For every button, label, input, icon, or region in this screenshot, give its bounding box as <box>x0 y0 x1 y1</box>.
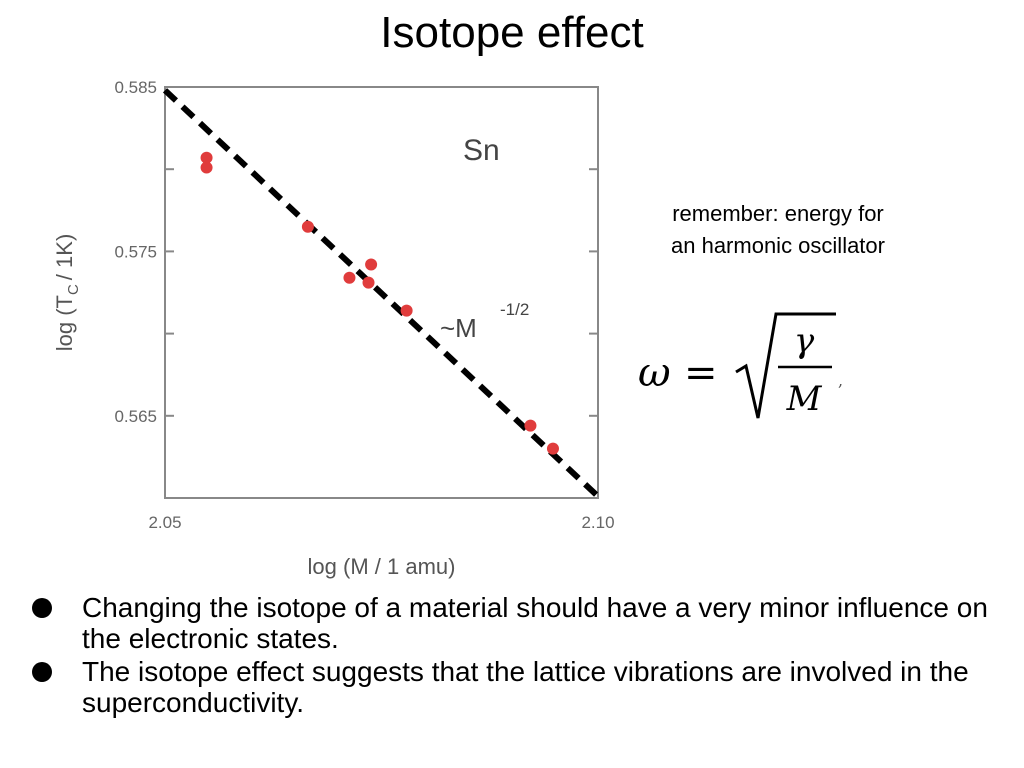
scaling-law-exponent: -1/2 <box>500 300 529 319</box>
formula-omega: ω <box>638 350 671 396</box>
note-line-1: remember: energy for <box>672 201 884 226</box>
isotope-effect-chart: 0.585 0.575 0.565 2.05 2.10 Sn ~M -1/2 log (… <box>52 78 615 579</box>
formula-trailing: , <box>838 371 843 390</box>
bullet-list: Changing the isotope of a material shoul… <box>30 592 1010 720</box>
data-point <box>362 276 375 289</box>
data-point <box>200 151 213 164</box>
y-axis-label-main: log (T <box>52 295 77 351</box>
y-tick-label: 0.575 <box>114 242 157 261</box>
y-tick-label: 0.565 <box>114 407 157 426</box>
oscillator-note: remember: energy for an harmonic oscilla… <box>628 198 928 262</box>
data-point <box>400 304 413 317</box>
formula-sqrt-sign <box>735 312 836 419</box>
note-line-2: an harmonic oscillator <box>671 233 885 258</box>
formula-equals: = <box>684 350 718 396</box>
formula-numerator: γ <box>794 321 815 361</box>
bullet-item: The isotope effect suggests that the lat… <box>30 656 1010 718</box>
bullet-text: The isotope effect suggests that the lat… <box>82 656 969 718</box>
slide-title: Isotope effect <box>380 8 644 57</box>
data-point <box>546 442 559 455</box>
y-tick-label: 0.585 <box>114 78 157 97</box>
y-axis-label-subscript: C <box>65 284 82 295</box>
x-tick-label: 2.10 <box>581 513 614 532</box>
x-axis-label: log (M / 1 amu) <box>308 554 456 579</box>
bullet-dot <box>32 662 52 682</box>
data-point <box>301 220 314 233</box>
formula-denominator: M <box>786 379 823 419</box>
data-point <box>343 271 356 284</box>
data-point <box>524 419 537 432</box>
bullet-text: Changing the isotope of a material shoul… <box>82 592 988 654</box>
scaling-law-annotation: ~M <box>440 313 477 343</box>
y-axis-label-rest: / 1K) <box>52 234 77 280</box>
element-annotation: Sn <box>463 134 500 167</box>
data-point <box>200 161 213 174</box>
bullet-item: Changing the isotope of a material shoul… <box>30 592 1010 654</box>
oscillator-formula: ω = γ M , <box>638 312 843 419</box>
fit-line <box>162 88 601 499</box>
plot-frame <box>164 86 599 499</box>
bullet-dot <box>32 598 52 618</box>
x-tick-label: 2.05 <box>148 513 181 532</box>
y-axis-label: log (TC / 1K) <box>52 234 82 352</box>
data-point <box>365 258 378 271</box>
